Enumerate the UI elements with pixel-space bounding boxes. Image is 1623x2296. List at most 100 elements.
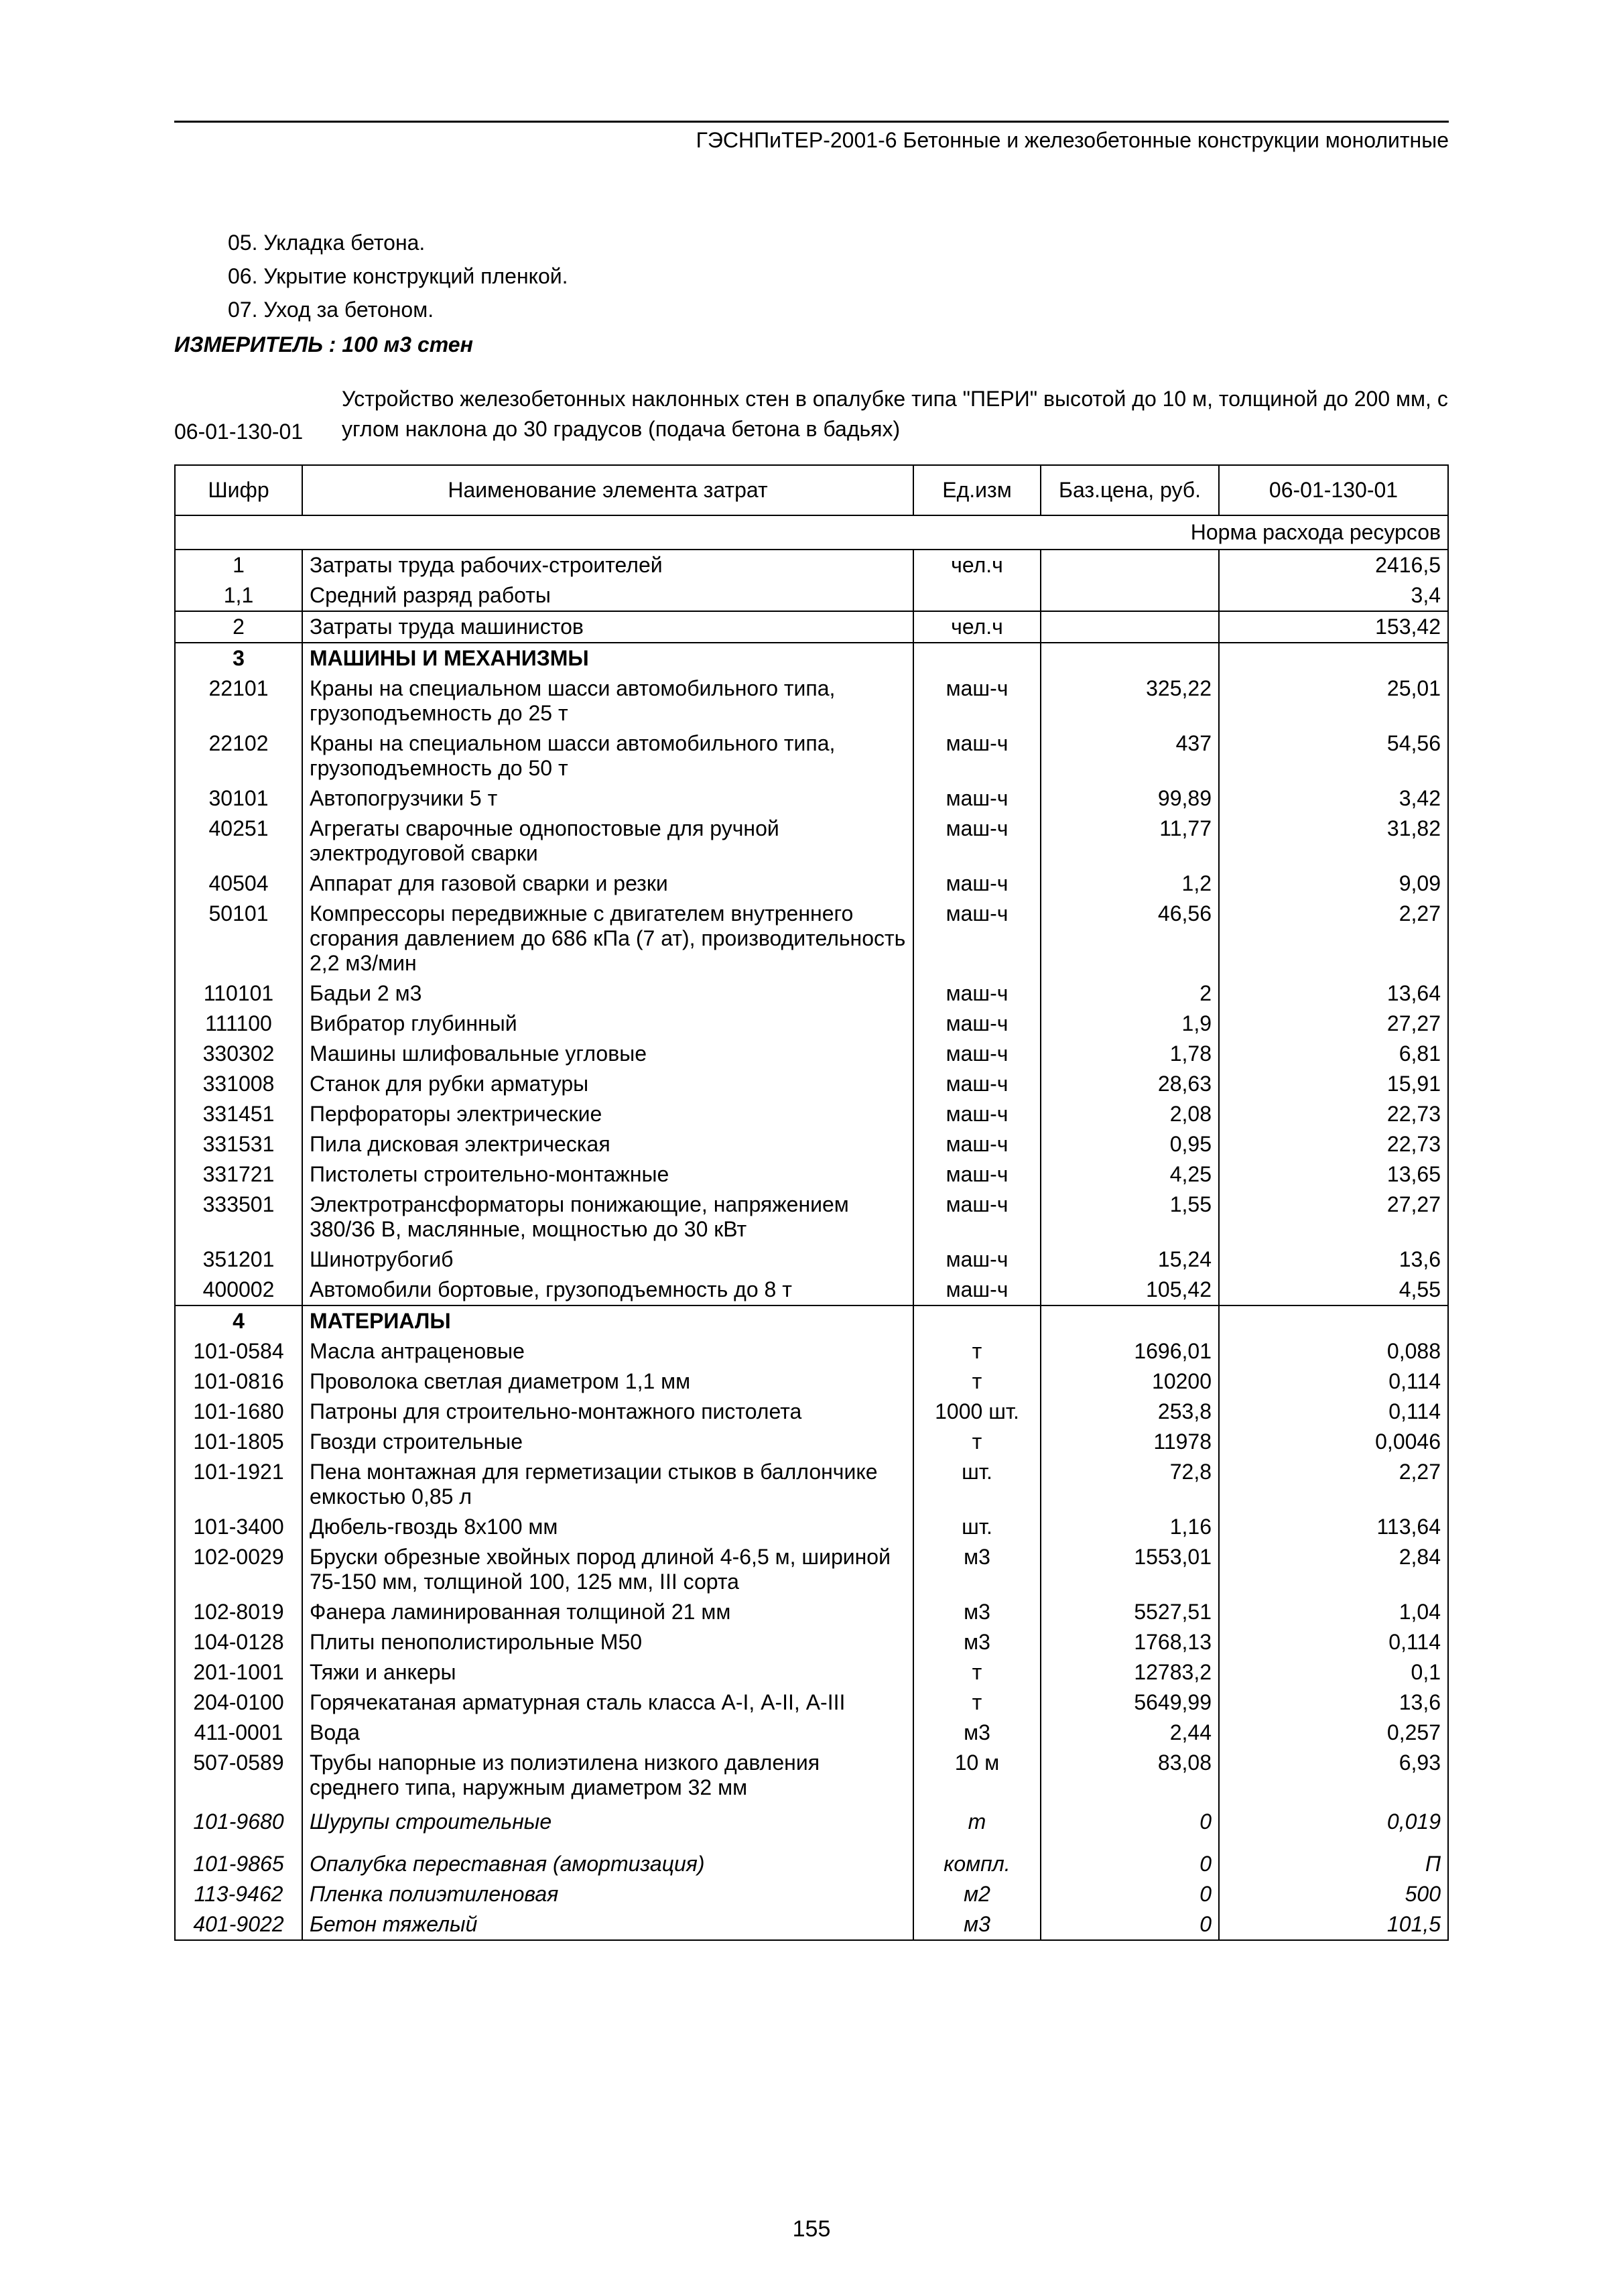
cell-name: Дюбель-гвоздь 8х100 мм [302,1512,913,1542]
cell-code: 104-0128 [175,1627,302,1657]
resource-table: Шифр Наименование элемента затрат Ед.изм… [174,464,1449,1941]
cell-norm: 27,27 [1219,1009,1448,1039]
cell-price: 72,8 [1041,1457,1219,1512]
cell-unit: м3 [913,1542,1041,1597]
cell-price: 1553,01 [1041,1542,1219,1597]
cell-price: 1,9 [1041,1009,1219,1039]
cell-norm [1219,1305,1448,1336]
cell-norm: 25,01 [1219,674,1448,728]
cell-name: Тяжи и анкеры [302,1657,913,1687]
intro-block: 05. Укладка бетона.06. Укрытие конструкц… [228,227,1449,326]
cell-norm: 0,114 [1219,1366,1448,1397]
norm-label-row: Норма расхода ресурсов [175,515,1448,550]
cell-unit [913,643,1041,674]
table-row: 110101Бадьи 2 м3маш-ч213,64 [175,978,1448,1009]
cell-unit: чел.ч [913,611,1041,643]
cell-price [1041,1305,1219,1336]
cell-code: 401-9022 [175,1909,302,1940]
cell-code: 101-1680 [175,1397,302,1427]
cell-unit: маш-ч [913,1039,1041,1069]
table-row: 102-8019Фанера ламинированная толщиной 2… [175,1597,1448,1627]
table-row: 101-1680Патроны для строительно-монтажно… [175,1397,1448,1427]
cell-price: 10200 [1041,1366,1219,1397]
table-row: 102-0029Бруски обрезные хвойных пород дл… [175,1542,1448,1597]
table-row: 22102Краны на специальном шасси автомоби… [175,728,1448,783]
cell-name: Краны на специальном шасси автомобильног… [302,674,913,728]
cell-unit: м3 [913,1597,1041,1627]
cell-unit: маш-ч [913,1275,1041,1305]
cell-unit: маш-ч [913,869,1041,899]
cell-code: 331451 [175,1099,302,1129]
cell-unit: маш-ч [913,783,1041,814]
cell-code: 101-0584 [175,1336,302,1366]
cell-norm: 13,6 [1219,1687,1448,1718]
cell-price: 0 [1041,1879,1219,1909]
table-row: 101-1805Гвозди строительныет119780,0046 [175,1427,1448,1457]
cell-name: Машины шлифовальные угловые [302,1039,913,1069]
norm-label: Норма расхода ресурсов [175,515,1448,550]
cell-code: 331721 [175,1159,302,1190]
cell-norm: П [1219,1849,1448,1879]
cell-norm: 2416,5 [1219,550,1448,580]
col-head-price: Баз.цена, руб. [1041,465,1219,515]
table-row: 333501Электротрансформаторы понижающие, … [175,1190,1448,1245]
cell-name: Пила дисковая электрическая [302,1129,913,1159]
cell-name: Бетон тяжелый [302,1909,913,1940]
table-row: 101-1921Пена монтажная для герметизации … [175,1457,1448,1512]
cell-unit: маш-ч [913,1245,1041,1275]
table-row: 331008Станок для рубки арматурымаш-ч28,6… [175,1069,1448,1099]
cell-price: 1,2 [1041,869,1219,899]
cell-code: 30101 [175,783,302,814]
table-row: 22101Краны на специальном шасси автомоби… [175,674,1448,728]
cell-code: 4 [175,1305,302,1336]
cell-unit: маш-ч [913,899,1041,978]
cell-name: Пистолеты строительно-монтажные [302,1159,913,1190]
subtitle-code: 06-01-130-01 [174,384,342,444]
cell-price: 0,95 [1041,1129,1219,1159]
intro-line: 05. Укладка бетона. [228,227,1449,259]
cell-norm: 113,64 [1219,1512,1448,1542]
table-row: 351201Шинотрубогибмаш-ч15,2413,6 [175,1245,1448,1275]
cell-price: 28,63 [1041,1069,1219,1099]
cell-norm: 22,73 [1219,1099,1448,1129]
cell-name: Вода [302,1718,913,1748]
intro-line: 07. Уход за бетоном. [228,294,1449,326]
cell-code: 330302 [175,1039,302,1069]
cell-unit: 10 м [913,1748,1041,1803]
cell-unit: т [913,1336,1041,1366]
table-row: 101-0584Масла антраценовыет1696,010,088 [175,1336,1448,1366]
cell-unit: маш-ч [913,1129,1041,1159]
cell-code: 40504 [175,869,302,899]
measure-label: ИЗМЕРИТЕЛЬ : 100 м3 стен [174,332,1449,357]
cell-norm: 153,42 [1219,611,1448,643]
cell-price: 5527,51 [1041,1597,1219,1627]
cell-price: 253,8 [1041,1397,1219,1427]
cell-norm: 13,64 [1219,978,1448,1009]
cell-norm: 15,91 [1219,1069,1448,1099]
cell-price: 0 [1041,1909,1219,1940]
cell-norm: 1,04 [1219,1597,1448,1627]
cell-unit [913,580,1041,611]
cell-name: Гвозди строительные [302,1427,913,1457]
cell-code: 40251 [175,814,302,869]
cell-code: 411-0001 [175,1718,302,1748]
table-row: 113-9462Пленка полиэтиленоваям20500 [175,1879,1448,1909]
cell-code: 101-3400 [175,1512,302,1542]
cell-code: 22102 [175,728,302,783]
cell-code: 331531 [175,1129,302,1159]
cell-unit: чел.ч [913,550,1041,580]
cell-norm: 3,42 [1219,783,1448,814]
cell-norm: 13,6 [1219,1245,1448,1275]
cell-norm: 0,088 [1219,1336,1448,1366]
cell-norm: 0,0046 [1219,1427,1448,1457]
cell-price: 4,25 [1041,1159,1219,1190]
cell-name: Аппарат для газовой сварки и резки [302,869,913,899]
cell-name: Станок для рубки арматуры [302,1069,913,1099]
cell-price: 83,08 [1041,1748,1219,1803]
cell-unit: м3 [913,1718,1041,1748]
cell-name: Бруски обрезные хвойных пород длиной 4-6… [302,1542,913,1597]
table-row: 111100Вибратор глубинныймаш-ч1,927,27 [175,1009,1448,1039]
cell-price: 2,44 [1041,1718,1219,1748]
cell-price: 325,22 [1041,674,1219,728]
cell-name: Бадьи 2 м3 [302,978,913,1009]
